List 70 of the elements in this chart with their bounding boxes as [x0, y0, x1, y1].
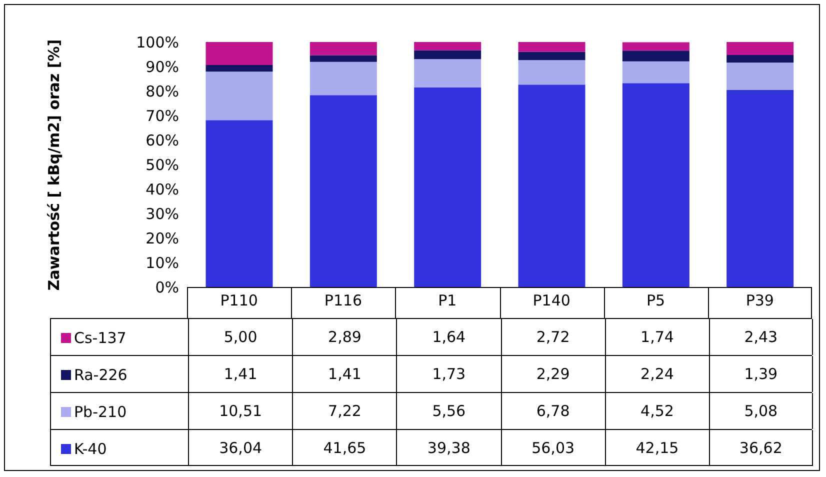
- text: 2,72: [500, 319, 605, 355]
- text: 10,51: [188, 393, 292, 429]
- x-tick-label: P5: [646, 292, 666, 310]
- bar: [414, 59, 482, 88]
- legend-label: Ra-226: [74, 366, 128, 384]
- legend-label: Pb-210: [74, 402, 127, 420]
- text: 36,04: [188, 430, 292, 466]
- text: 1,41: [188, 356, 292, 392]
- text: 41,65: [292, 430, 396, 466]
- text: 1,64: [396, 319, 500, 355]
- text: 2,24: [604, 356, 709, 392]
- text: 5,00: [188, 319, 292, 355]
- y-tick-label: 50%: [146, 156, 179, 174]
- x-tick-label: P1: [438, 292, 457, 310]
- text: 1,41: [292, 356, 396, 392]
- bar: [518, 52, 586, 60]
- text: 1,73: [396, 356, 500, 392]
- text: 5,56: [396, 393, 500, 429]
- y-tick-label: 70%: [146, 106, 179, 125]
- x-tick-label: P140: [532, 292, 570, 310]
- text: 2,43: [708, 319, 813, 355]
- x-tick-label: P39: [746, 292, 774, 310]
- text: 36,62: [708, 430, 813, 466]
- y-tick-label: 40%: [146, 180, 179, 198]
- bar: [726, 42, 794, 55]
- y-axis-title: Zawartość [ kBq/m2] oraz [%]: [45, 39, 63, 291]
- text: 6,78: [500, 393, 605, 429]
- bar: [206, 42, 273, 66]
- text: 42,15: [604, 430, 709, 466]
- legend-label: K-40: [74, 440, 107, 458]
- y-tick-label: 80%: [146, 82, 179, 100]
- bar: [518, 42, 586, 52]
- y-tick-label: 0%: [155, 278, 179, 296]
- bar: [206, 120, 273, 287]
- y-tick-label: 10%: [146, 254, 179, 272]
- bar: [622, 42, 690, 51]
- text: 7,22: [292, 393, 396, 429]
- bar: [414, 42, 482, 50]
- bar: [726, 90, 794, 287]
- bar: [414, 50, 482, 60]
- text: 1,39: [708, 356, 813, 392]
- bar: [518, 84, 586, 287]
- x-tick-label: P110: [220, 292, 258, 310]
- bar: [622, 61, 690, 84]
- bar: [518, 60, 586, 85]
- text: 56,03: [500, 430, 605, 466]
- text: 39,38: [396, 430, 500, 466]
- bar: [726, 54, 794, 63]
- bar: [726, 62, 794, 90]
- legend-label: Cs-137: [74, 328, 126, 346]
- y-tick-label: 90%: [146, 58, 179, 76]
- text: 1,74: [604, 319, 709, 355]
- text: 4,52: [604, 393, 709, 429]
- x-tick-label: P116: [324, 292, 362, 310]
- bar: [622, 83, 690, 287]
- y-tick-label: 30%: [146, 204, 179, 223]
- bar: [310, 55, 377, 62]
- y-tick-label: 60%: [146, 131, 179, 150]
- bar: [310, 42, 377, 56]
- text: 5,08: [708, 393, 813, 429]
- text: 2,29: [500, 356, 605, 392]
- bar: [310, 62, 377, 96]
- bar: [310, 95, 377, 287]
- bar: [206, 65, 273, 72]
- bar: [622, 50, 690, 62]
- bar: [414, 87, 482, 287]
- y-tick-label: 20%: [146, 229, 179, 248]
- y-tick-label: 100%: [136, 33, 179, 52]
- bar: [206, 72, 273, 120]
- text: 2,89: [292, 319, 396, 355]
